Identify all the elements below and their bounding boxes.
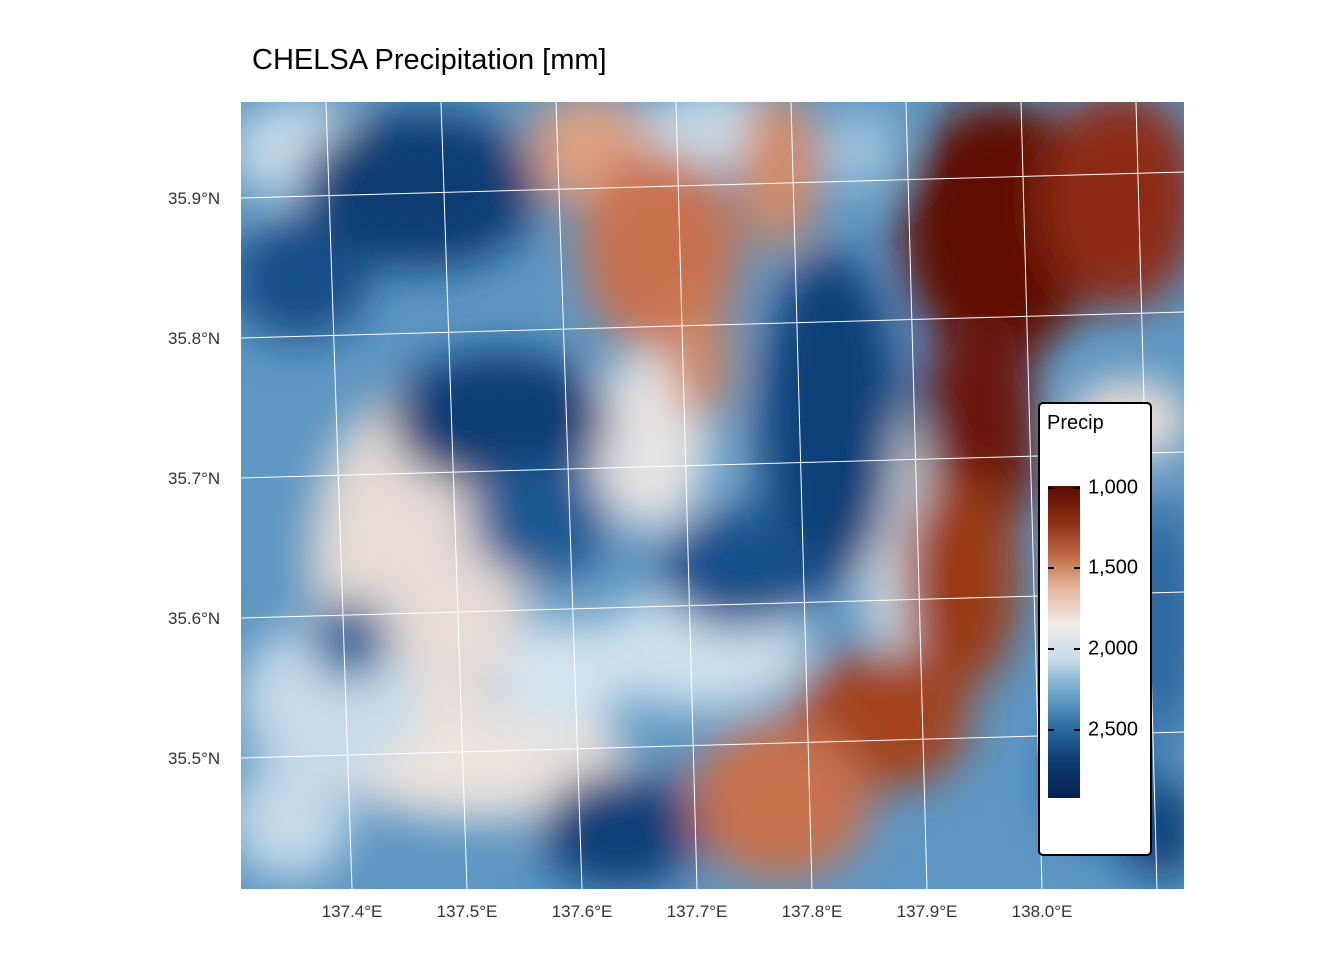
legend-tick-right-1000 — [1074, 487, 1080, 489]
legend-tick-right-2000 — [1074, 648, 1080, 650]
legend-label-1500: 1,500 — [1088, 556, 1139, 579]
lon-label-137-8: 137.8°E — [781, 902, 843, 921]
legend-color-bar — [1048, 486, 1080, 798]
legend-tick-left-2500 — [1048, 729, 1054, 731]
lat-label-35-9: 35.9°N — [168, 189, 221, 208]
lat-label-35-5: 35.5°N — [168, 749, 221, 768]
graticule-lines — [240, 101, 1185, 890]
legend-tick-right-2500 — [1074, 729, 1080, 731]
legend-tick-left-1000 — [1048, 487, 1054, 489]
lat-label-35-7: 35.7°N — [168, 469, 221, 488]
legend-label-2500: 2,500 — [1088, 718, 1139, 741]
legend-label-2000: 2,000 — [1088, 637, 1139, 660]
lon-label-137-4: 137.4°E — [321, 902, 383, 921]
lat-label-35-6: 35.6°N — [168, 609, 221, 628]
lon-label-137-6: 137.6°E — [551, 902, 613, 921]
legend-tick-left-1500 — [1048, 567, 1054, 569]
lat-label-35-8: 35.8°N — [168, 329, 221, 348]
lon-label-137-9: 137.9°E — [896, 902, 958, 921]
legend-label-1000: 1,000 — [1088, 476, 1139, 499]
legend-title: Precip — [1047, 412, 1104, 434]
lon-label-138-0: 138.0°E — [1011, 902, 1073, 921]
page-title: CHELSA Precipitation [mm] — [252, 44, 607, 76]
lon-label-137-5: 137.5°E — [436, 902, 498, 921]
legend-tick-left-2000 — [1048, 648, 1054, 650]
legend-tick-right-1500 — [1074, 567, 1080, 569]
lon-label-137-7: 137.7°E — [666, 902, 728, 921]
